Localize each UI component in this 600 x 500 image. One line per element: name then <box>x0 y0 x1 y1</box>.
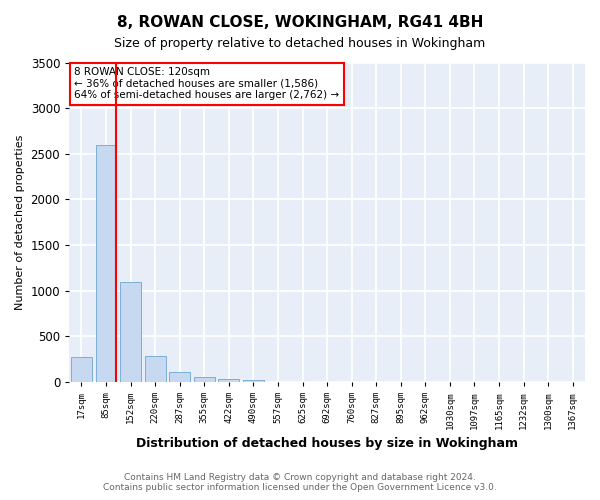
Text: 8, ROWAN CLOSE, WOKINGHAM, RG41 4BH: 8, ROWAN CLOSE, WOKINGHAM, RG41 4BH <box>117 15 483 30</box>
X-axis label: Distribution of detached houses by size in Wokingham: Distribution of detached houses by size … <box>136 437 518 450</box>
Bar <box>243 380 264 382</box>
Bar <box>194 377 215 382</box>
Text: 8 ROWAN CLOSE: 120sqm
← 36% of detached houses are smaller (1,586)
64% of semi-d: 8 ROWAN CLOSE: 120sqm ← 36% of detached … <box>74 68 340 100</box>
Bar <box>218 379 239 382</box>
Text: Contains HM Land Registry data © Crown copyright and database right 2024.
Contai: Contains HM Land Registry data © Crown c… <box>103 473 497 492</box>
Bar <box>169 372 190 382</box>
Text: Size of property relative to detached houses in Wokingham: Size of property relative to detached ho… <box>115 38 485 51</box>
Y-axis label: Number of detached properties: Number of detached properties <box>15 134 25 310</box>
Bar <box>71 358 92 382</box>
Bar <box>145 356 166 382</box>
Bar <box>95 144 116 382</box>
Bar <box>120 282 141 382</box>
